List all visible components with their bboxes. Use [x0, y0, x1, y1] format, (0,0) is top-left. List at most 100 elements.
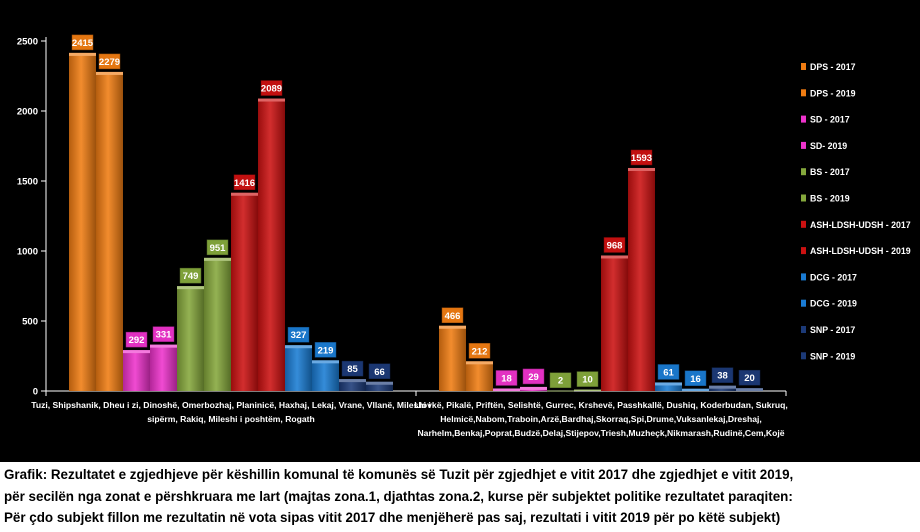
data-label-box	[206, 239, 229, 256]
data-label: 1593	[631, 153, 652, 164]
bar	[655, 382, 682, 391]
data-label-box	[657, 364, 680, 380]
legend-swatch	[801, 141, 806, 149]
bar	[628, 167, 655, 391]
bar	[231, 192, 258, 391]
bar-top-highlight	[69, 52, 96, 56]
data-label-box	[522, 368, 545, 385]
bar-top-highlight	[312, 360, 339, 364]
bar	[312, 360, 339, 391]
x-category-label: sipërm, Rakiq, Mileshi i poshtëm, Rogath	[147, 414, 315, 424]
data-label: 327	[291, 330, 307, 341]
data-label: 38	[717, 371, 728, 382]
data-label: 968	[607, 240, 623, 251]
data-label: 466	[445, 311, 461, 322]
legend-swatch	[801, 220, 806, 228]
y-tick-label: 0	[33, 387, 38, 398]
legend-item: SNP - 2019	[810, 351, 855, 361]
bar-top-highlight	[601, 255, 628, 259]
bar-top-highlight	[493, 388, 520, 391]
data-label-box	[441, 307, 464, 324]
legend-swatch	[801, 273, 806, 281]
bar-top-highlight	[366, 381, 393, 385]
data-label-box	[630, 149, 653, 166]
bar-top-highlight	[736, 388, 763, 391]
bar	[177, 286, 204, 391]
bar-top-highlight	[682, 388, 709, 391]
legend-swatch	[801, 168, 806, 176]
legend-swatch	[801, 247, 806, 255]
bar-top-highlight	[709, 385, 736, 389]
bar-top-highlight	[258, 98, 285, 102]
bar-top-highlight	[231, 192, 258, 196]
legend-swatch	[801, 299, 806, 307]
y-tick-label: 1500	[17, 177, 38, 188]
caption-line-2: për secilën nga zonat e përshkruara me l…	[4, 488, 793, 504]
legend-item: SD- 2019	[810, 141, 847, 151]
data-label: 2415	[72, 38, 94, 49]
data-label: 2089	[261, 84, 282, 95]
chart-area: 0 500 1000 1500 2000 2500 2415 2279 292 331 749 951…	[0, 0, 920, 462]
x-category-label: Tuzi, Shipshanik, Dheu i zi, Dinoshë, Om…	[31, 400, 431, 410]
x-category-label: Helmicë,Nabom,Traboin,Arzë,Bardhaj,Skorr…	[440, 414, 762, 424]
caption-line-3: Për çdo subjekt fillon me rezultatin në …	[4, 510, 781, 525]
legend-item: BS - 2019	[810, 194, 850, 204]
data-label: 219	[318, 345, 334, 356]
bar-top-highlight	[547, 390, 574, 392]
bar	[123, 350, 150, 391]
legend-item: ASH-LDSH-UDSH - 2017	[810, 220, 911, 230]
data-label: 18	[501, 373, 512, 384]
data-label-box	[495, 370, 518, 386]
data-label: 2	[558, 376, 563, 387]
data-label: 292	[129, 335, 145, 346]
bar	[258, 98, 285, 391]
data-label: 16	[690, 374, 701, 385]
legend-swatch	[801, 89, 806, 97]
data-label-box	[549, 372, 572, 388]
data-label: 85	[347, 364, 358, 375]
caption-line-1: Grafik: Rezultatet e zgjedhjeve për kësh…	[4, 467, 794, 482]
bar-top-highlight	[177, 286, 204, 290]
data-label-box	[152, 326, 175, 342]
legend-swatch	[801, 115, 806, 123]
legend-item: DCG - 2019	[810, 299, 857, 309]
legend-swatch	[801, 63, 806, 70]
data-label-box	[71, 34, 94, 51]
data-label-box	[260, 80, 283, 96]
data-label-box	[98, 53, 121, 70]
legend-item: DPS - 2017	[810, 62, 856, 72]
bar	[96, 71, 123, 391]
bar-top-highlight	[96, 71, 123, 75]
data-label: 66	[374, 367, 385, 378]
bar-top-highlight	[204, 257, 231, 261]
legend-swatch	[801, 194, 806, 202]
y-tick-label: 1000	[17, 247, 38, 258]
x-category-label: Llovkë, Pikalë, Priftën, Selishtë, Gurre…	[414, 400, 787, 410]
legend-swatch	[801, 326, 806, 333]
data-label: 1416	[234, 178, 255, 189]
data-label: 61	[663, 367, 674, 378]
data-label-box	[576, 371, 599, 387]
data-label-box	[603, 237, 626, 253]
legend-item: ASH-LDSH-UDSH - 2019	[810, 246, 911, 256]
bar	[204, 257, 231, 391]
bar	[466, 361, 493, 391]
bar-top-highlight	[285, 345, 312, 349]
data-label-box	[233, 174, 256, 191]
legend-item: SD - 2017	[810, 115, 850, 125]
bar-top-highlight	[439, 325, 466, 329]
bar-top-highlight	[574, 389, 601, 391]
data-label-box	[738, 369, 761, 386]
data-label: 212	[472, 346, 488, 357]
data-label: 29	[528, 372, 539, 383]
bar	[339, 379, 366, 391]
legend-swatch	[801, 352, 806, 360]
data-label: 951	[210, 243, 227, 254]
data-label: 2279	[99, 57, 120, 68]
x-category-label: Narhelm,Benkaj,Poprat,Budzë,Delaj,Stijep…	[417, 428, 784, 438]
data-label: 331	[156, 330, 173, 341]
bar-top-highlight	[150, 344, 177, 348]
chart-caption: Grafik: Rezultatet e zgjedhjeve për kësh…	[4, 464, 916, 529]
y-tick-label: 2000	[17, 107, 38, 118]
